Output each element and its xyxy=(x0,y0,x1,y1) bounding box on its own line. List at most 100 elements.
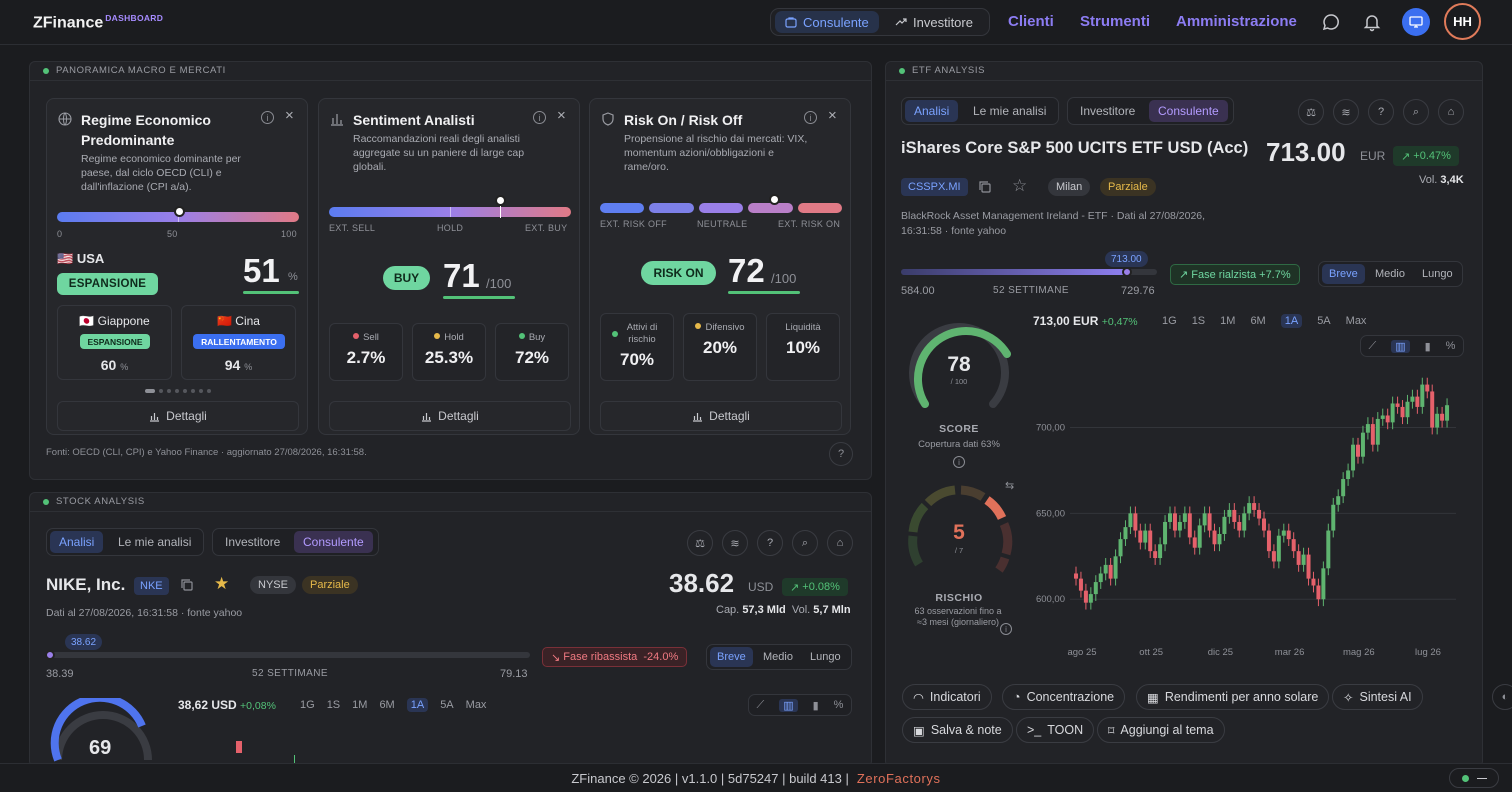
layers-icon[interactable]: ≋ xyxy=(722,530,748,556)
etf-range-6m[interactable]: 6M xyxy=(1250,315,1266,327)
percent-icon[interactable]: % xyxy=(833,699,844,711)
etf-ticker[interactable]: CSSPX.MI xyxy=(901,178,968,196)
line-chart-icon[interactable]: ⟋ xyxy=(1368,339,1377,352)
candle-chart-icon[interactable]: ▥ xyxy=(1391,339,1410,353)
concentration-button[interactable]: ◔ Concentrazione xyxy=(1002,684,1126,710)
close-icon[interactable]: × xyxy=(557,107,566,124)
help-icon[interactable]: ? xyxy=(829,442,853,466)
china-name: Cina xyxy=(235,314,260,328)
sparkle-icon: ✧ xyxy=(1343,690,1354,705)
stock-role-investitore[interactable]: Investitore xyxy=(225,535,281,549)
info-icon[interactable]: i xyxy=(953,456,965,468)
info-icon[interactable]: i xyxy=(533,111,546,124)
stock-range-1m[interactable]: 1M xyxy=(352,699,368,711)
balance-icon[interactable]: ⚖ xyxy=(687,530,713,556)
info-icon[interactable]: i xyxy=(804,111,817,124)
etf-range-max[interactable]: Max xyxy=(1345,315,1367,327)
etf-horizon-lungo[interactable]: Lungo xyxy=(1422,268,1453,280)
etf-risk-observations: 63 osservazioni fino a ≈3 mesi (giornali… xyxy=(914,606,1002,627)
candle-chart-icon[interactable]: ▥ xyxy=(779,698,798,712)
layers-icon[interactable]: ≋ xyxy=(1333,99,1359,125)
ai-summary-button[interactable]: ✧ Sintesi AI xyxy=(1332,684,1423,710)
indicators-button[interactable]: ◠ Indicatori xyxy=(902,684,992,710)
etf-range-marker: 713.00 xyxy=(1105,251,1148,267)
regime-country-card-china[interactable]: 🇨🇳 Cina RALLENTAMENTO 94 % xyxy=(181,305,296,380)
sentiment-details-button[interactable]: Dettagli xyxy=(329,401,571,431)
stock-tab-analisi[interactable]: Analisi xyxy=(50,531,104,553)
nav-amministrazione[interactable]: Amministrazione xyxy=(1176,13,1297,30)
nav-clienti[interactable]: Clienti xyxy=(1008,13,1054,30)
stock-range-1a[interactable]: 1A xyxy=(406,698,429,712)
bar-chart-icon[interactable]: ▮ xyxy=(1424,340,1431,353)
stock-range-1s[interactable]: 1S xyxy=(326,699,341,711)
close-icon[interactable]: × xyxy=(285,107,294,124)
etf-score: 78 xyxy=(947,353,971,376)
copy-icon[interactable] xyxy=(978,180,992,194)
stock-range-6m[interactable]: 6M xyxy=(379,699,395,711)
star-icon[interactable]: ★ xyxy=(214,574,230,593)
mode-consulente-button[interactable]: Consulente xyxy=(775,11,879,33)
close-icon[interactable]: × xyxy=(828,107,837,124)
help-icon[interactable]: ? xyxy=(1368,99,1394,125)
regime-country-card-japan[interactable]: 🇯🇵 Giappone ESPANSIONE 60 % xyxy=(57,305,172,380)
stock-range-1g[interactable]: 1G xyxy=(300,699,315,711)
nav-strumenti[interactable]: Strumenti xyxy=(1080,13,1151,30)
stock-range-max[interactable]: Max xyxy=(465,699,487,711)
brand-logo[interactable]: ZFinance DASHBOARD xyxy=(33,13,163,32)
stock-horizon-breve[interactable]: Breve xyxy=(710,647,753,667)
etf-tab-analisi[interactable]: Analisi xyxy=(905,100,959,122)
toon-button[interactable]: >_ TOON xyxy=(1016,717,1095,743)
sentiment-stat-sell: Sell 2.7% xyxy=(329,323,403,381)
line-chart-icon[interactable]: ⟋ xyxy=(756,698,765,711)
etf-range-1a[interactable]: 1A xyxy=(1280,314,1303,328)
candle-body xyxy=(1192,537,1197,548)
bar-chart-icon[interactable]: ▮ xyxy=(812,699,819,712)
bookmark-icon: ⌑ xyxy=(1108,723,1115,738)
stock-tab-mie-analisi[interactable]: Le mie analisi xyxy=(118,535,192,549)
chat-icon[interactable] xyxy=(1321,12,1341,32)
help-icon[interactable]: ? xyxy=(757,530,783,556)
carousel-dots[interactable] xyxy=(145,389,211,393)
footer-company[interactable]: ZeroFactorys xyxy=(856,770,941,786)
status-dot xyxy=(899,68,905,74)
user-avatar[interactable]: HH xyxy=(1444,3,1481,40)
search-icon[interactable]: ⌕ xyxy=(792,530,818,556)
star-outline-icon[interactable]: ☆ xyxy=(1012,176,1028,195)
bell-icon[interactable] xyxy=(1362,12,1382,32)
home-icon[interactable]: ⌂ xyxy=(1438,99,1464,125)
add-to-theme-button[interactable]: ⌑ Aggiungi al tema xyxy=(1097,717,1225,743)
percent-icon[interactable]: % xyxy=(1445,340,1456,352)
etf-role-investitore[interactable]: Investitore xyxy=(1080,104,1136,118)
info-icon[interactable]: i xyxy=(1000,623,1012,635)
risk-details-button[interactable]: Dettagli xyxy=(600,401,842,431)
swap-icon[interactable]: ⇆ xyxy=(1005,480,1015,492)
etf-tab-mie-analisi[interactable]: Le mie analisi xyxy=(973,104,1047,118)
annual-returns-button[interactable]: ▦ Rendimenti per anno solare xyxy=(1136,684,1330,710)
info-icon[interactable]: i xyxy=(261,111,274,124)
etf-horizon-medio[interactable]: Medio xyxy=(1375,268,1405,280)
search-icon[interactable]: ⌕ xyxy=(1403,99,1429,125)
etf-horizon-breve[interactable]: Breve xyxy=(1322,264,1365,284)
stock-horizon-medio[interactable]: Medio xyxy=(763,651,793,663)
etf-range-1s[interactable]: 1S xyxy=(1191,315,1206,327)
stock-52w-low: 38.39 xyxy=(46,668,74,680)
display-mode-button[interactable] xyxy=(1402,8,1430,36)
stock-horizon-lungo[interactable]: Lungo xyxy=(810,651,841,663)
save-notes-button[interactable]: ▣ Salva & note xyxy=(902,717,1013,743)
x-tick-label: ago 25 xyxy=(1067,647,1096,658)
etf-range-5a[interactable]: 5A xyxy=(1317,315,1331,327)
etf-change: ↗ +0.47% xyxy=(1393,146,1459,166)
etf-range-1m[interactable]: 1M xyxy=(1220,315,1236,327)
side-panel-toggle-icon[interactable]: ◐ xyxy=(1492,684,1512,710)
regime-details-button[interactable]: Dettagli xyxy=(57,401,299,431)
home-icon[interactable]: ⌂ xyxy=(827,530,853,556)
status-toggle[interactable] xyxy=(1449,768,1499,788)
etf-role-consulente[interactable]: Consulente xyxy=(1149,100,1228,122)
mode-investitore-button[interactable]: Investitore xyxy=(885,11,983,33)
stock-range-5a[interactable]: 5A xyxy=(440,699,454,711)
balance-icon[interactable]: ⚖ xyxy=(1298,99,1324,125)
stock-ticker[interactable]: NKE xyxy=(134,577,169,595)
copy-icon[interactable] xyxy=(180,578,194,592)
stock-role-consulente[interactable]: Consulente xyxy=(294,531,373,553)
etf-range-1g[interactable]: 1G xyxy=(1162,315,1177,327)
